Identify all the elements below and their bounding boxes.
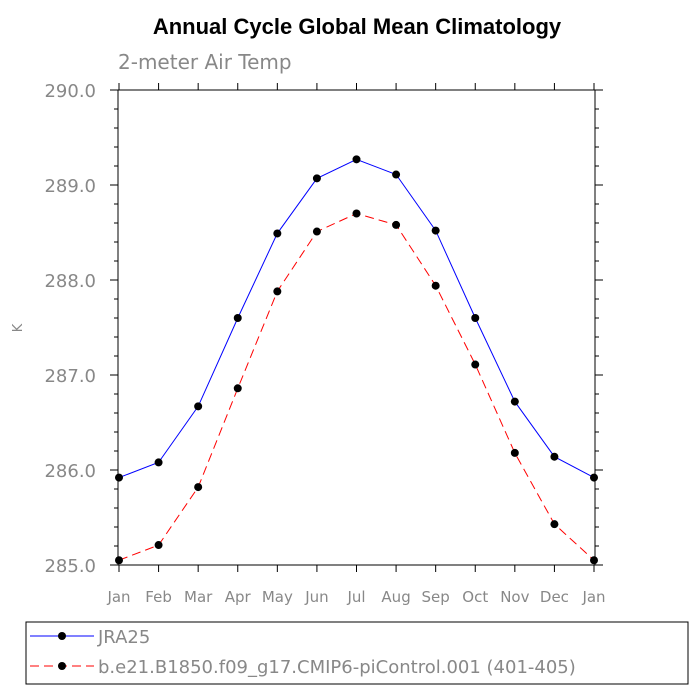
data-point: [550, 520, 559, 529]
x-tick-label: Aug: [381, 588, 410, 606]
x-tick-label: Nov: [500, 588, 529, 606]
data-point: [471, 360, 480, 369]
data-point: [154, 541, 163, 550]
legend-marker-jra25: [58, 632, 66, 640]
legend-marker-cmip6: [58, 662, 66, 670]
data-point: [590, 556, 598, 565]
y-tick-label: 287.0: [44, 366, 96, 387]
y-axis-label: K: [11, 323, 26, 332]
data-point: [233, 314, 242, 322]
x-tick-label: Feb: [145, 588, 172, 606]
series-line-0: [118, 158, 595, 479]
legend-label-jra25: JRA25: [97, 627, 150, 648]
y-tick-label: 286.0: [44, 461, 96, 482]
data-point: [352, 155, 361, 164]
chart-title: Annual Cycle Global Mean Climatology: [153, 14, 562, 39]
data-point: [590, 473, 598, 482]
data-point: [273, 229, 282, 238]
data-point: [154, 458, 163, 467]
tick-marks: [110, 83, 603, 572]
data-point: [431, 281, 440, 290]
data-point: [312, 174, 321, 183]
data-point: [352, 209, 361, 218]
x-tick-label: May: [262, 588, 293, 606]
y-tick-label: 289.0: [44, 176, 96, 197]
data-point: [510, 448, 519, 457]
x-tick-label: Sep: [422, 588, 450, 606]
y-tick-label: 285.0: [44, 556, 96, 577]
chart-subtitle: 2-meter Air Temp: [118, 50, 292, 74]
data-point: [273, 287, 282, 296]
legend-box: [25, 621, 689, 685]
data-point: [392, 170, 401, 179]
data-point: [194, 483, 203, 492]
data-point: [431, 226, 440, 235]
y-tick-labels: 285.0 286.0 287.0 288.0 289.0 290.0: [44, 81, 96, 577]
x-tick-labels: Jan Feb Mar Apr May Jun Jul Aug Sep Oct Nov Dec Jan: [106, 588, 605, 606]
data-point: [233, 384, 242, 393]
y-tick-label: 290.0: [44, 81, 96, 102]
x-tick-label: Apr: [225, 588, 252, 606]
x-tick-label: Jan: [106, 588, 130, 606]
data-point: [194, 402, 203, 411]
legend: JRA25 b.e21.B1850.f09_g17.CMIP6-piContro…: [25, 621, 689, 685]
data-point: [312, 227, 321, 236]
x-tick-label: Oct: [462, 588, 488, 606]
data-point: [510, 397, 519, 406]
series-group: [115, 155, 598, 565]
legend-label-cmip6: b.e21.B1850.f09_g17.CMIP6-piControl.001 …: [98, 657, 576, 678]
x-tick-label: Jan: [581, 588, 605, 606]
x-tick-label: Jun: [304, 588, 328, 606]
series-line-1: [118, 212, 595, 561]
x-tick-label: Dec: [540, 588, 569, 606]
x-tick-label: Mar: [184, 588, 213, 606]
data-point: [115, 556, 123, 565]
y-tick-label: 288.0: [44, 271, 96, 292]
data-point: [115, 473, 123, 482]
data-point: [392, 220, 401, 229]
data-point: [471, 314, 480, 322]
x-tick-label: Jul: [346, 588, 365, 606]
data-point: [550, 452, 559, 461]
